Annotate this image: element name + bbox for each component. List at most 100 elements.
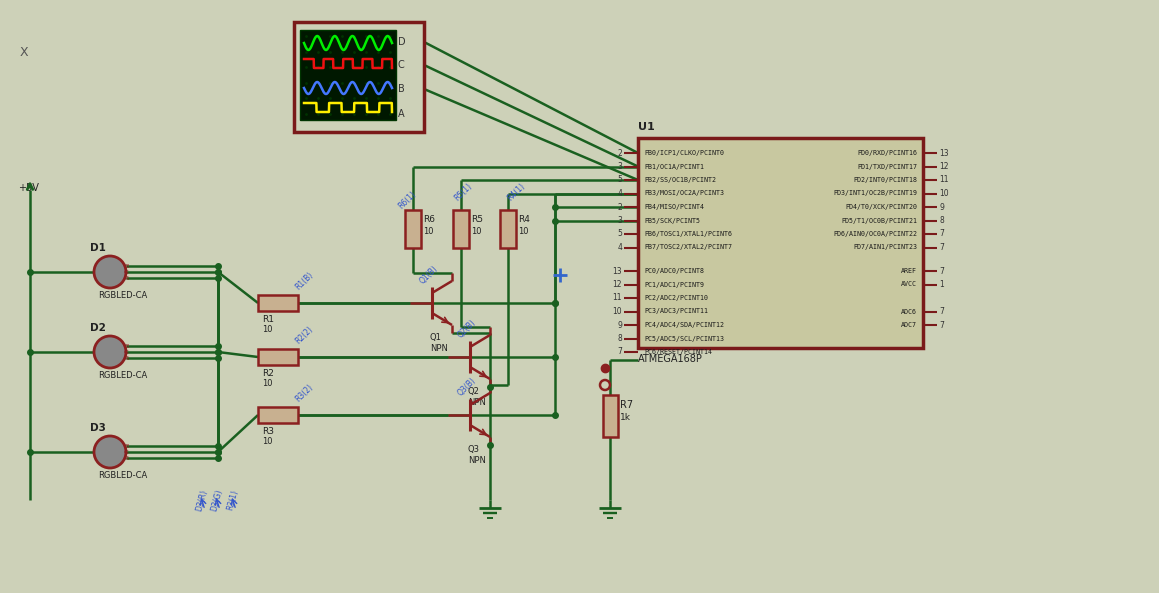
Text: D3(G): D3(G): [210, 488, 225, 512]
Text: U1: U1: [637, 122, 655, 132]
Text: R7: R7: [620, 400, 633, 410]
Text: 8: 8: [618, 334, 622, 343]
Text: R1: R1: [262, 314, 274, 324]
Text: R3: R3: [262, 426, 274, 435]
Bar: [603, 395, 618, 437]
Text: PB2/SS/OC1B/PCINT2: PB2/SS/OC1B/PCINT2: [644, 177, 716, 183]
Text: PD3/INT1/OC2B/PCINT19: PD3/INT1/OC2B/PCINT19: [833, 190, 917, 196]
Text: AREF: AREF: [901, 268, 917, 274]
Text: 10: 10: [518, 228, 529, 237]
Text: G: G: [124, 349, 129, 355]
Text: 7: 7: [939, 243, 943, 252]
Text: AVCC: AVCC: [901, 282, 917, 288]
Text: PC1/ADC1/PCINT9: PC1/ADC1/PCINT9: [644, 282, 704, 288]
Text: ATMEGA168P: ATMEGA168P: [637, 354, 702, 364]
Text: PC6/RESET/PCINT14: PC6/RESET/PCINT14: [644, 349, 712, 355]
Text: PB1/OC1A/PCINT1: PB1/OC1A/PCINT1: [644, 164, 704, 170]
Text: B: B: [124, 263, 129, 269]
Text: 5: 5: [617, 176, 622, 184]
Text: PB7/TOSC2/XTAL2/PCINT7: PB7/TOSC2/XTAL2/PCINT7: [644, 244, 732, 250]
Text: 8: 8: [939, 216, 943, 225]
Text: 10: 10: [939, 189, 948, 198]
Text: 1k: 1k: [620, 413, 630, 422]
Text: 2: 2: [618, 148, 622, 158]
Text: 7: 7: [939, 307, 943, 316]
Text: PB6/TOSC1/XTAL1/PCINT6: PB6/TOSC1/XTAL1/PCINT6: [644, 231, 732, 237]
Text: 4: 4: [617, 243, 622, 252]
Text: 10: 10: [423, 228, 433, 237]
Text: Q1
NPN: Q1 NPN: [430, 333, 447, 353]
Text: R3(2): R3(2): [294, 382, 315, 404]
Text: RGBLED-CA: RGBLED-CA: [99, 371, 147, 381]
Text: PD7/AIN1/PCINT23: PD7/AIN1/PCINT23: [853, 244, 917, 250]
Text: 7: 7: [939, 266, 943, 276]
Text: PC5/ADC5/SCL/PCINT13: PC5/ADC5/SCL/PCINT13: [644, 336, 724, 342]
Text: D: D: [398, 37, 406, 47]
Text: PB0/ICP1/CLKO/PCINT0: PB0/ICP1/CLKO/PCINT0: [644, 150, 724, 156]
Text: A: A: [398, 109, 404, 119]
Text: 7: 7: [939, 320, 943, 330]
Text: 3: 3: [617, 162, 622, 171]
Bar: [453, 210, 469, 248]
Text: 9: 9: [939, 202, 943, 212]
Circle shape: [94, 436, 126, 468]
Bar: [300, 30, 396, 120]
Text: 1: 1: [939, 280, 943, 289]
Text: PB4/MISO/PCINT4: PB4/MISO/PCINT4: [644, 204, 704, 210]
Text: RGBLED-CA: RGBLED-CA: [99, 471, 147, 480]
Text: +5V: +5V: [19, 183, 39, 193]
Bar: [404, 210, 421, 248]
Text: D3(R): D3(R): [195, 488, 210, 512]
Text: ADC7: ADC7: [901, 322, 917, 328]
Text: R6(1): R6(1): [398, 189, 418, 211]
Bar: [258, 295, 298, 311]
Text: D3: D3: [90, 423, 105, 433]
Circle shape: [600, 380, 610, 390]
Text: PD5/T1/OC0B/PCINT21: PD5/T1/OC0B/PCINT21: [841, 218, 917, 224]
Text: 3: 3: [617, 216, 622, 225]
Text: R4(1): R4(1): [506, 181, 527, 203]
Text: R: R: [124, 276, 129, 280]
Text: R: R: [124, 455, 129, 461]
Text: R6: R6: [423, 215, 435, 225]
Text: Q3(B): Q3(B): [455, 376, 478, 398]
Text: 11: 11: [939, 176, 948, 184]
Text: 10: 10: [612, 307, 622, 316]
Text: PD1/TXD/PCINT17: PD1/TXD/PCINT17: [857, 164, 917, 170]
Text: 13: 13: [939, 148, 948, 158]
Text: Q2(B): Q2(B): [455, 318, 478, 340]
Text: R: R: [124, 355, 129, 361]
Text: 2: 2: [618, 202, 622, 212]
Text: 10: 10: [471, 228, 481, 237]
Bar: [294, 22, 424, 132]
Text: R5: R5: [471, 215, 483, 225]
Circle shape: [94, 336, 126, 368]
Text: ADC6: ADC6: [901, 308, 917, 314]
Text: PD6/AIN0/OC0A/PCINT22: PD6/AIN0/OC0A/PCINT22: [833, 231, 917, 237]
Text: PC2/ADC2/PCINT10: PC2/ADC2/PCINT10: [644, 295, 708, 301]
Text: 12: 12: [612, 280, 622, 289]
Text: 5: 5: [617, 229, 622, 238]
Text: PB3/MOSI/OC2A/PCINT3: PB3/MOSI/OC2A/PCINT3: [644, 190, 724, 196]
Text: 9: 9: [617, 320, 622, 330]
Text: 13: 13: [612, 266, 622, 276]
Text: PD4/T0/XCK/PCINT20: PD4/T0/XCK/PCINT20: [845, 204, 917, 210]
Text: 12: 12: [939, 162, 948, 171]
Circle shape: [94, 256, 126, 288]
Text: Q3
NPN: Q3 NPN: [468, 445, 486, 465]
Text: B: B: [124, 343, 129, 349]
Text: X: X: [20, 46, 29, 59]
Text: 10: 10: [262, 436, 272, 445]
Text: 4: 4: [617, 189, 622, 198]
Text: PD2/INT0/PCINT18: PD2/INT0/PCINT18: [853, 177, 917, 183]
Bar: [258, 407, 298, 423]
Text: B: B: [398, 84, 404, 94]
Text: Q2
NPN: Q2 NPN: [468, 387, 486, 407]
Bar: [637, 138, 923, 348]
Text: B: B: [124, 444, 129, 448]
Text: D2: D2: [90, 323, 105, 333]
Text: G: G: [124, 269, 129, 275]
Bar: [258, 349, 298, 365]
Text: C: C: [398, 60, 404, 70]
Text: 10: 10: [262, 324, 272, 333]
